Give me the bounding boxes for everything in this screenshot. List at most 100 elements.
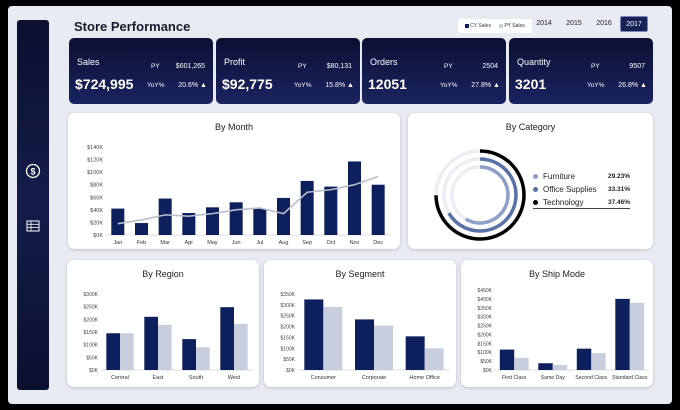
category-legend-row: Technology 37.46% bbox=[533, 196, 630, 209]
y-tick-label: $400K bbox=[478, 297, 493, 303]
kpi-yoy-label: YoY% bbox=[587, 82, 605, 89]
legend-percent: 33.31% bbox=[607, 186, 630, 193]
bar bbox=[205, 207, 220, 235]
x-tick-label: Dec bbox=[373, 240, 383, 246]
x-tick-label: Aug bbox=[279, 240, 289, 246]
chart-title: By Segment bbox=[335, 269, 385, 279]
x-tick-label: Jun bbox=[232, 240, 241, 246]
bar-py bbox=[234, 323, 248, 370]
bar bbox=[253, 208, 267, 235]
dollar-icon[interactable]: $ bbox=[17, 163, 49, 182]
svg-text:$: $ bbox=[30, 167, 35, 177]
year-button-2015[interactable]: 2015 bbox=[566, 20, 582, 27]
bar-py bbox=[158, 324, 172, 370]
chart-title: By Region bbox=[142, 269, 184, 279]
bar-py bbox=[120, 333, 134, 370]
kpi-value: 3201 bbox=[515, 76, 547, 92]
chart-card-by-month: By Month $0K $20K $40K $60K $80K $100K $120K $1… bbox=[68, 113, 400, 249]
chart-title: By Category bbox=[505, 122, 556, 132]
kpi-label: Sales bbox=[77, 57, 100, 67]
kpi-card-sales: Sales $724,995 PY $601,265 YoY% 20.6% ▲ bbox=[69, 38, 213, 104]
category-legend-row: Office Supplies 33.31% bbox=[533, 183, 630, 196]
chart-card-by-ship-mode: By Ship Mode $0K $50K $100K $150K $200K $250K… bbox=[461, 260, 653, 387]
sidebar: $ bbox=[17, 20, 49, 390]
bar-py bbox=[374, 325, 393, 370]
y-tick-label: $200K bbox=[478, 332, 493, 338]
legend-percent: 37.46% bbox=[607, 198, 630, 206]
y-tick-label: $300K bbox=[84, 292, 99, 298]
y-tick-label: $60K bbox=[90, 195, 103, 201]
bar bbox=[347, 161, 362, 235]
x-tick-label: Consumer bbox=[311, 375, 337, 381]
kpi-py-value: 9507 bbox=[629, 63, 645, 70]
kpi-label: Profit bbox=[224, 57, 246, 67]
chart-card-by-segment: By Segment $0K $50K $100K $150K $200K $250K $3… bbox=[264, 260, 456, 387]
kpi-label: Orders bbox=[370, 57, 398, 67]
y-tick-label: $120K bbox=[87, 158, 103, 164]
bar bbox=[276, 197, 291, 235]
y-tick-label: $100K bbox=[84, 343, 99, 349]
year-button-2017[interactable]: 2017 bbox=[620, 16, 648, 32]
bar-cy bbox=[538, 363, 553, 370]
chart-title: By Month bbox=[214, 122, 254, 132]
x-tick-label: Apr bbox=[185, 240, 194, 246]
year-selector: 2014 2015 2016 2017 bbox=[530, 16, 648, 32]
kpi-yoy-label: YoY% bbox=[440, 82, 458, 89]
y-tick-label: $250K bbox=[281, 314, 296, 320]
bar bbox=[300, 180, 314, 235]
x-tick-label: Home Office bbox=[409, 375, 439, 381]
kpi-yoy-label: YoY% bbox=[147, 82, 165, 89]
x-tick-label: Central bbox=[111, 375, 129, 381]
legend-dot bbox=[533, 174, 538, 179]
x-tick-label: Mar bbox=[160, 240, 170, 246]
bar-py bbox=[424, 348, 444, 370]
category-legend-row: Furniture 29.23% bbox=[533, 170, 630, 183]
kpi-yoy-value: 20.6% ▲ bbox=[178, 82, 207, 89]
ring-slice bbox=[434, 149, 526, 241]
bar bbox=[158, 198, 172, 235]
kpi-card-orders: Orders 12051 PY 2504 YoY% 27.8% ▲ bbox=[362, 38, 506, 104]
y-tick-label: $20K bbox=[90, 220, 103, 226]
kpi-value: $92,775 bbox=[222, 76, 273, 92]
category-chart-svg bbox=[434, 149, 526, 241]
bar-cy bbox=[106, 333, 120, 370]
legend-percent: 29.23% bbox=[607, 173, 630, 180]
legend-name: Office Supplies bbox=[543, 185, 597, 194]
year-button-2016[interactable]: 2016 bbox=[596, 20, 612, 27]
x-tick-label: Sep bbox=[302, 240, 312, 246]
legend-py: PY Sales bbox=[499, 23, 525, 29]
x-tick-label: Nov bbox=[350, 240, 360, 246]
kpi-label: Quantity bbox=[517, 57, 551, 67]
bar bbox=[111, 208, 125, 235]
table-icon[interactable] bbox=[17, 220, 49, 235]
kpi-yoy-value: 15.8% ▲ bbox=[325, 82, 354, 89]
bar bbox=[324, 186, 338, 235]
kpi-py-value: 2504 bbox=[482, 63, 498, 70]
chart-card-by-region: By Region $0K $50K $100K $150K $200K $250K $30… bbox=[67, 260, 259, 387]
y-tick-label: $350K bbox=[478, 306, 493, 312]
dollar-icon-graphic: $ bbox=[25, 163, 41, 179]
kpi-py-label: PY bbox=[591, 63, 600, 70]
y-tick-label: $50K bbox=[86, 355, 98, 361]
kpi-py-label: PY bbox=[151, 63, 160, 70]
bar-cy bbox=[615, 298, 630, 370]
year-button-2014[interactable]: 2014 bbox=[536, 20, 552, 27]
bar-cy bbox=[405, 336, 425, 370]
table-icon-graphic bbox=[26, 220, 40, 232]
y-tick-label: $300K bbox=[478, 315, 493, 321]
bar bbox=[229, 202, 243, 235]
kpi-card-quantity: Quantity 3201 PY 9507 YoY% 26.8% ▲ bbox=[509, 38, 653, 104]
kpi-py-value: $601,265 bbox=[175, 63, 205, 70]
kpi-py-label: PY bbox=[444, 63, 453, 70]
bar-cy bbox=[304, 299, 324, 370]
x-tick-label: South bbox=[189, 375, 203, 381]
legend-name: Technology bbox=[543, 197, 584, 207]
y-tick-label: $0K bbox=[89, 368, 99, 374]
bar-py bbox=[591, 353, 606, 370]
chart-card-by-category: By Category Furniture 29.23% Office Supp… bbox=[408, 113, 653, 249]
y-tick-label: $200K bbox=[84, 317, 99, 323]
segment-chart-svg: $0K $50K $100K $150K $200K $250K $300K $350K Con… bbox=[281, 292, 450, 381]
bar-cy bbox=[182, 339, 196, 370]
bar-cy bbox=[220, 307, 234, 370]
y-tick-label: $150K bbox=[478, 341, 493, 347]
